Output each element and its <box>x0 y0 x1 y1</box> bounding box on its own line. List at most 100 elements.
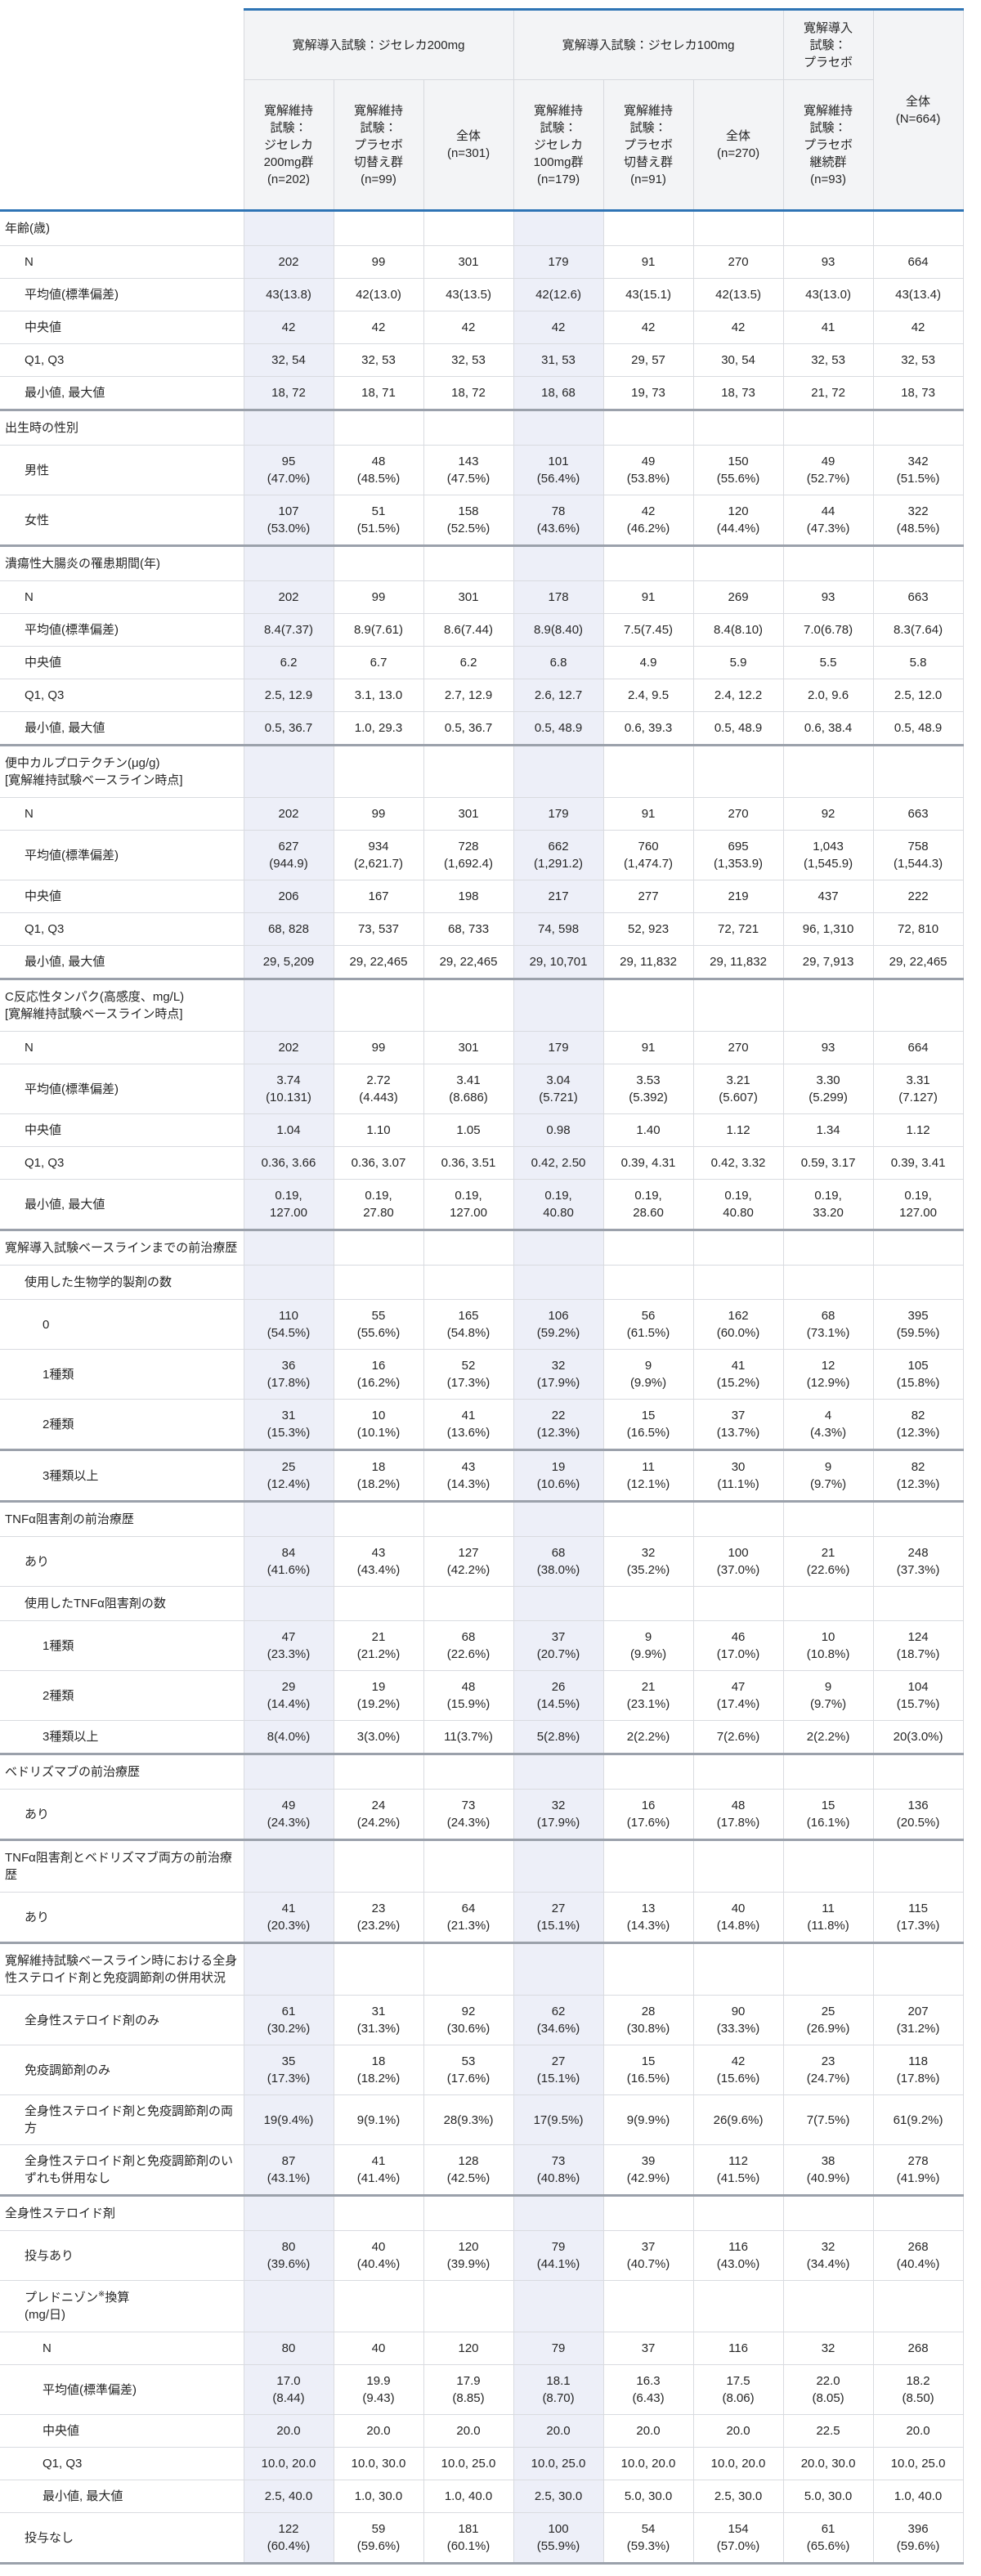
sub-header-row: 寛解維持 試験： ジセレカ 200mg群 (n=202) 寛解維持 試験： プラ… <box>0 79 963 211</box>
cell <box>602 2194 694 2231</box>
cell: 82 (12.3%) <box>872 1399 964 1450</box>
cell: 1.34 <box>782 1113 874 1147</box>
table-row: 平均値(標準偏差) 627 (944.9) 934 (2,621.7) 728 (1,… <box>0 830 964 880</box>
cell: 136 (20.5%) <box>872 1789 964 1840</box>
table-row: 中央値 20.0 20.0 20.0 20.0 20.0 20.0 22.5 20.0 <box>0 2414 964 2448</box>
cell: 270 <box>692 797 784 831</box>
cell <box>692 744 784 798</box>
cell: 90 (33.3%) <box>692 1995 784 2045</box>
section-row: 全身性ステロイド剤 <box>0 2194 964 2231</box>
cell: 9 (9.9%) <box>602 1349 694 1400</box>
row-label: N <box>0 2332 244 2365</box>
cell: 43 (43.4%) <box>333 1536 423 1587</box>
cell: 0.5, 48.9 <box>872 711 964 746</box>
section-row: 使用した生物学的製剤の数 <box>0 1265 964 1300</box>
row-label: 1種類 <box>0 1349 244 1400</box>
cell: 68 (73.1%) <box>782 1299 874 1350</box>
table-header: 寛解導入試験：ジセレカ200mg 寛解導入試験：ジセレカ100mg 寛解導入 試… <box>0 8 964 211</box>
row-label: 中央値 <box>0 311 244 344</box>
cell <box>423 2194 514 2231</box>
row-label: N <box>0 580 244 614</box>
cell: 42(13.5) <box>692 278 784 311</box>
cell: 158 (52.5%) <box>423 495 514 546</box>
table-row: 最小値, 最大値 0.19, 127.00 0.19, 27.80 0.19, 127… <box>0 1179 964 1230</box>
row-label: 最小値, 最大値 <box>0 376 244 410</box>
cell <box>602 1942 694 1996</box>
cell: 396 (59.6%) <box>872 2512 964 2565</box>
cell <box>423 209 514 246</box>
cell: 3.31 (7.127) <box>872 1064 964 1114</box>
cell: 41 (13.6%) <box>423 1399 514 1450</box>
cell <box>602 1229 694 1266</box>
row-label: 全身性ステロイド剤のみ <box>0 1995 244 2045</box>
cell <box>692 2194 784 2231</box>
row-label: 中央値 <box>0 880 244 913</box>
section-row: プレドニゾン※換算 (mg/日) <box>0 2280 964 2332</box>
cell <box>333 978 423 1032</box>
cell: 26(9.6%) <box>692 2094 784 2145</box>
cell: 0.19, 33.20 <box>782 1179 874 1230</box>
row-label: Q1, Q3 <box>0 679 244 712</box>
cell: 72, 721 <box>692 912 784 946</box>
cell: 41 <box>782 311 874 344</box>
cell: 104 (15.7%) <box>872 1670 964 1721</box>
cell: 18 (18.2%) <box>333 1449 423 1502</box>
cell: 51 (51.5%) <box>333 495 423 546</box>
cell <box>243 744 334 798</box>
cell: 1.0, 40.0 <box>872 2480 964 2513</box>
cell: 1,043 (1,545.9) <box>782 830 874 880</box>
cell: 29, 11,832 <box>602 945 694 979</box>
cell: 100 (37.0%) <box>692 1536 784 1587</box>
cell: 37 <box>602 2332 694 2365</box>
cell <box>333 409 423 446</box>
cell <box>333 744 423 798</box>
cell: 20.0 <box>602 2414 694 2448</box>
cell: 92 <box>782 797 874 831</box>
cell: 21 (21.2%) <box>333 1620 423 1671</box>
cell <box>872 1753 964 1790</box>
cell <box>602 1753 694 1790</box>
cell: 1.04 <box>243 1113 334 1147</box>
cell: 0.6, 39.3 <box>602 711 694 746</box>
cell: 110 (54.5%) <box>243 1299 334 1350</box>
cell: 106 (59.2%) <box>513 1299 604 1350</box>
cell: 17.9 (8.85) <box>423 2364 514 2415</box>
cell <box>872 2194 964 2231</box>
header-spacer <box>0 79 244 211</box>
cell <box>243 1229 334 1266</box>
cell: 29, 22,465 <box>423 945 514 979</box>
cell <box>692 1586 784 1621</box>
row-label: 中央値 <box>0 2414 244 2448</box>
cell: 29, 7,913 <box>782 945 874 979</box>
cell: 5.9 <box>692 646 784 679</box>
cell: 5(2.8%) <box>513 1720 604 1754</box>
cell: 322 (48.5%) <box>872 495 964 546</box>
cell <box>602 409 694 446</box>
cell <box>333 1839 423 1893</box>
cell <box>243 1265 334 1300</box>
cell <box>602 544 694 581</box>
cell <box>782 544 874 581</box>
section-row: 便中カルプロテクチン(μg/g) [寛解維持試験ベースライン時点] <box>0 744 964 798</box>
cell: 301 <box>423 797 514 831</box>
cell: 29 (14.4%) <box>243 1670 334 1721</box>
row-label: 出生時の性別 <box>0 409 244 446</box>
cell: 19 (10.6%) <box>513 1449 604 1502</box>
cell: 68, 828 <box>243 912 334 946</box>
cell: 31 (15.3%) <box>243 1399 334 1450</box>
cell: 82 (12.3%) <box>872 1449 964 1502</box>
cell: 0.19, 127.00 <box>243 1179 334 1230</box>
cell: 37 (20.7%) <box>513 1620 604 1671</box>
cell: 15 (16.5%) <box>602 1399 694 1450</box>
cell <box>243 2280 334 2332</box>
cell: 40 (40.4%) <box>333 2230 423 2281</box>
cell: 2.4, 12.2 <box>692 679 784 712</box>
cell: 1.40 <box>602 1113 694 1147</box>
cell: 42 <box>513 311 604 344</box>
cell: 269 <box>692 580 784 614</box>
cell: 62 (34.6%) <box>513 1995 604 2045</box>
cell: 49 (53.8%) <box>602 445 694 495</box>
cell: 48 (48.5%) <box>333 445 423 495</box>
table-row: 中央値 42 42 42 42 42 42 41 42 <box>0 311 964 344</box>
